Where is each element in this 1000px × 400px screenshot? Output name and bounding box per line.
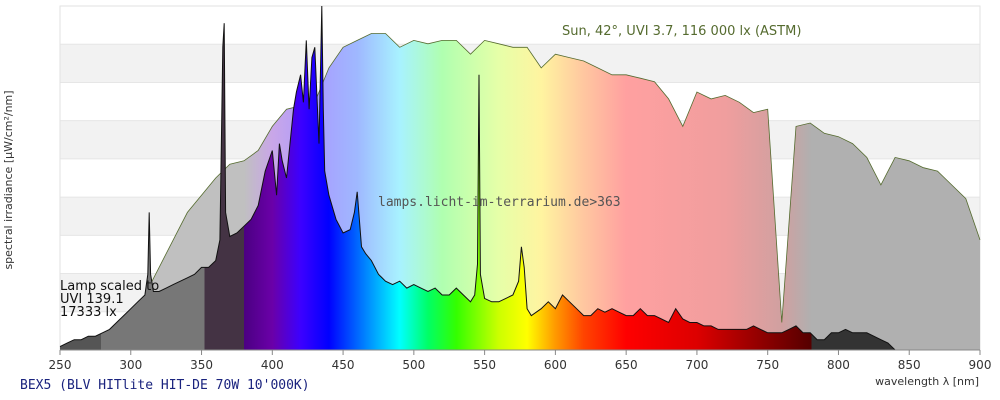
- x-tick-label: 700: [685, 358, 708, 372]
- x-tick-label: 250: [49, 358, 72, 372]
- lamp-label-line-1: Lamp scaled to: [60, 279, 159, 294]
- lamp-label-line-3: 17333 lx: [60, 305, 117, 320]
- x-axis-label: wavelength λ [nm]: [875, 375, 979, 388]
- x-tick-label: 400: [261, 358, 284, 372]
- x-axis-ticks: 250 300 350 400 450 500 550 600 650 700 750 800 850 9…: [49, 350, 992, 372]
- x-tick-label: 850: [898, 358, 921, 372]
- x-tick-label: 750: [756, 358, 779, 372]
- y-axis-label: spectral irradiance [µW/cm²/nm]: [2, 90, 15, 269]
- x-tick-label: 600: [544, 358, 567, 372]
- lamp-label-line-2: UVI 139.1: [60, 292, 124, 307]
- lamp-spectrum-line: [59, 5, 980, 351]
- x-tick-label: 550: [473, 358, 496, 372]
- sun-label: Sun, 42°, UVI 3.7, 116 000 lx (ASTM): [562, 24, 801, 39]
- x-tick-label: 900: [969, 358, 992, 372]
- sun-spectrum-line: [116, 33, 981, 351]
- x-tick-label: 500: [402, 358, 425, 372]
- x-tick-label: 300: [119, 358, 142, 372]
- x-tick-label: 800: [827, 358, 850, 372]
- x-tick-label: 450: [332, 358, 355, 372]
- x-tick-label: 650: [615, 358, 638, 372]
- x-tick-label: 350: [190, 358, 213, 372]
- watermark: lamps.licht-im-terrarium.de>363: [378, 195, 621, 210]
- source-label: BEX5 (BLV HITlite HIT-DE 70W 10'000K): [20, 378, 310, 393]
